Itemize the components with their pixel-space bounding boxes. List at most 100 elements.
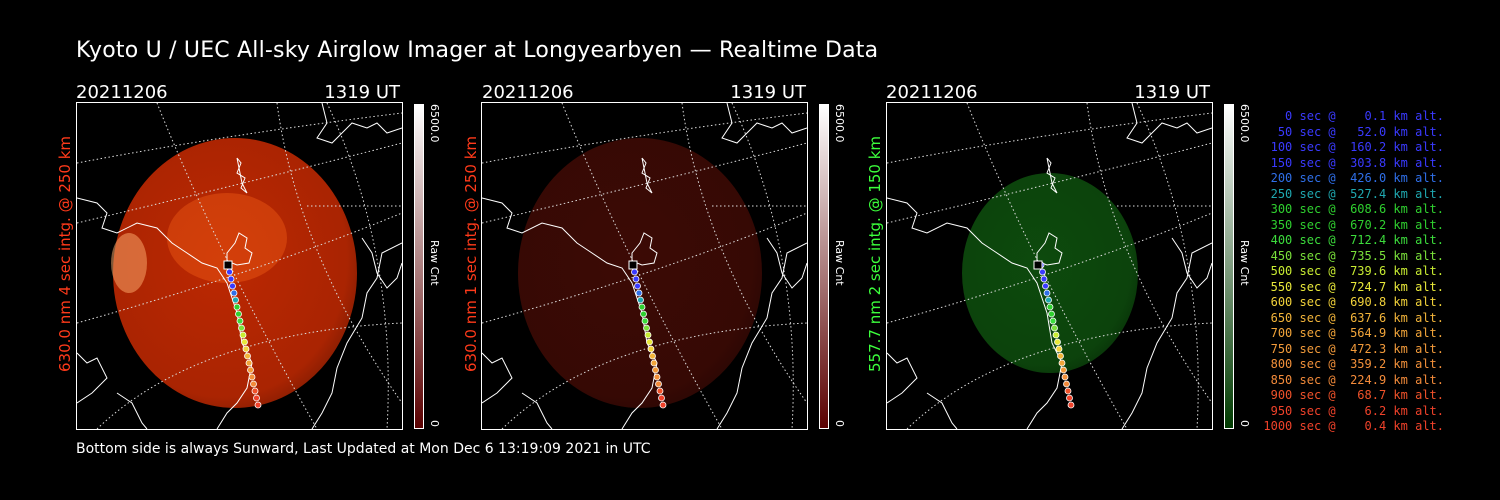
trajectory-point <box>641 317 649 325</box>
trajectory-point <box>241 338 248 346</box>
trajectory-point <box>232 296 239 304</box>
colorbar <box>819 104 829 429</box>
legend-row: 350 sec @ 670.2 km alt. <box>1263 217 1444 232</box>
launch-site-marker <box>223 260 233 270</box>
colorbar <box>414 104 424 429</box>
allsky-image-panel-1[interactable] <box>76 102 403 430</box>
colorbar-min-label: 0 <box>428 420 441 427</box>
trajectory-point <box>643 324 650 332</box>
trajectory-point <box>635 289 643 297</box>
legend-row: 250 sec @ 527.4 km alt. <box>1263 186 1444 201</box>
trajectory-point <box>238 324 245 332</box>
trajectory-point <box>229 282 236 290</box>
trajectory-legend: 0 sec @ 0.1 km alt. 50 sec @ 52.0 km alt… <box>1262 109 1444 435</box>
trajectory-point <box>640 310 647 318</box>
airglow-field <box>962 173 1138 373</box>
page-title: Kyoto U / UEC All-sky Airglow Imager at … <box>76 38 879 63</box>
colorbar-unit-label: Raw Cnt <box>1238 240 1251 286</box>
trajectory-point <box>1039 268 1046 276</box>
trajectory-point <box>239 331 247 339</box>
legend-row: 900 sec @ 68.7 km alt. <box>1263 388 1444 402</box>
trajectory-point <box>227 275 235 283</box>
trajectory-point <box>1063 380 1070 388</box>
trajectory-point <box>653 373 661 381</box>
trajectory-point <box>233 303 241 311</box>
trajectory-point <box>1052 331 1060 339</box>
trajectory-point <box>250 380 257 388</box>
trajectory-point <box>1051 324 1058 332</box>
trajectory-point <box>251 387 259 395</box>
legend-row: 150 sec @ 303.8 km alt. <box>1263 155 1444 170</box>
airglow-field <box>113 138 357 408</box>
trajectory-point <box>1061 373 1069 381</box>
legend-row: 650 sec @ 637.6 km alt. <box>1263 310 1444 325</box>
legend-row: 400 sec @ 712.4 km alt. <box>1263 233 1444 247</box>
trajectory-point <box>1040 275 1048 283</box>
legend-row: 800 sec @ 359.2 km alt. <box>1263 357 1444 371</box>
allsky-image-panel-3[interactable] <box>886 102 1213 430</box>
trajectory-point <box>248 373 256 381</box>
trajectory-point <box>632 275 640 283</box>
panel-time: 1319 UT <box>730 82 806 103</box>
legend-row: 1000 sec @ 0.4 km alt. <box>1263 419 1444 433</box>
legend-row: 950 sec @ 6.2 km alt. <box>1263 403 1444 418</box>
trajectory-point <box>649 352 656 360</box>
trajectory-point <box>1067 401 1075 409</box>
panel-wavelength-label: 630.0 nm 4 sec intg. @ 250 km <box>56 135 74 372</box>
legend-row: 50 sec @ 52.0 km alt. <box>1263 124 1444 139</box>
legend-row: 450 sec @ 735.5 km alt. <box>1263 248 1444 263</box>
trajectory-point <box>1057 352 1064 360</box>
airglow-field <box>518 138 762 408</box>
allsky-map <box>482 103 807 429</box>
panel-wavelength-label: 557.7 nm 2 sec intg. @ 150 km <box>866 135 884 372</box>
trajectory-point <box>253 394 260 402</box>
trajectory-point <box>254 401 262 409</box>
trajectory-point <box>1048 310 1055 318</box>
trajectory-point <box>1055 345 1063 353</box>
trajectory-point <box>658 394 665 402</box>
trajectory-point <box>236 317 244 325</box>
trajectory-point <box>1045 296 1052 304</box>
allsky-map <box>77 103 402 429</box>
legend-row: 700 sec @ 564.9 km alt. <box>1263 326 1444 340</box>
trajectory-point <box>226 268 233 276</box>
legend-row: 550 sec @ 724.7 km alt. <box>1263 279 1444 294</box>
colorbar-unit-label: Raw Cnt <box>833 240 846 286</box>
colorbar-min-label: 0 <box>1238 420 1251 427</box>
trajectory-point <box>638 303 646 311</box>
legend-row: 0 sec @ 0.1 km alt. <box>1263 109 1444 123</box>
trajectory-point <box>1060 366 1067 374</box>
trajectory-point <box>650 359 658 367</box>
legend-row: 300 sec @ 608.6 km alt. <box>1263 202 1444 216</box>
legend-row: 200 sec @ 426.0 km alt. <box>1263 171 1444 185</box>
legend-row: 850 sec @ 224.9 km alt. <box>1263 372 1444 387</box>
colorbar-unit-label: Raw Cnt <box>428 240 441 286</box>
legend-row: 100 sec @ 160.2 km alt. <box>1263 140 1444 154</box>
trajectory-point <box>646 338 653 346</box>
panel-wavelength-label: 630.0 nm 1 sec intg. @ 250 km <box>462 135 480 372</box>
trajectory-point <box>656 387 664 395</box>
trajectory-point <box>634 282 641 290</box>
allsky-map <box>887 103 1212 429</box>
trajectory-point <box>637 296 644 304</box>
footer-status: Bottom side is always Sunward, Last Upda… <box>76 441 651 457</box>
trajectory-point <box>242 345 250 353</box>
colorbar-max-label: 6500.0 <box>428 104 441 143</box>
launch-site-marker <box>1033 260 1043 270</box>
trajectory-point <box>659 401 667 409</box>
trajectory-point <box>1064 387 1072 395</box>
launch-site-marker <box>628 260 638 270</box>
trajectory-point <box>1058 359 1066 367</box>
panel-time: 1319 UT <box>1134 82 1210 103</box>
trajectory-point <box>652 366 659 374</box>
panel-date: 20211206 <box>482 82 574 103</box>
colorbar-max-label: 6500.0 <box>833 104 846 143</box>
trajectory-point <box>644 331 652 339</box>
allsky-image-panel-2[interactable] <box>481 102 808 430</box>
colorbar-max-label: 6500.0 <box>1238 104 1251 143</box>
trajectory-point <box>235 310 242 318</box>
trajectory-point <box>647 345 655 353</box>
trajectory-point <box>1066 394 1073 402</box>
trajectory-point <box>1043 289 1051 297</box>
colorbar-min-label: 0 <box>833 420 846 427</box>
